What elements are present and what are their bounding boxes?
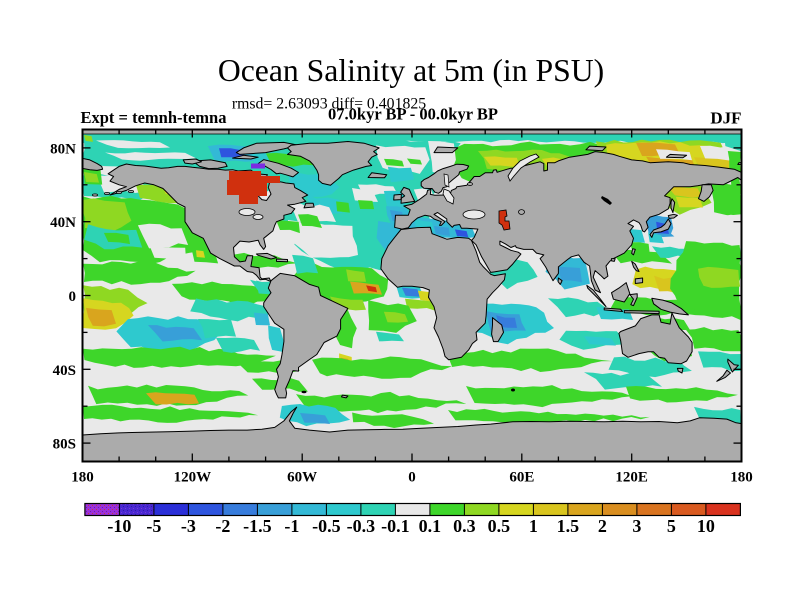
svg-text:-10: -10	[107, 516, 131, 536]
svg-text:80S: 80S	[53, 437, 76, 453]
svg-text:-1.5: -1.5	[243, 516, 272, 536]
svg-text:rmsd= 2.63093 diff= 0.401825: rmsd= 2.63093 diff= 0.401825	[232, 96, 426, 113]
svg-text:-0.5: -0.5	[312, 516, 341, 536]
svg-text:-3: -3	[181, 516, 196, 536]
svg-text:10: 10	[697, 516, 715, 536]
svg-text:-2: -2	[215, 516, 230, 536]
svg-text:40N: 40N	[50, 215, 76, 231]
svg-text:120E: 120E	[615, 470, 648, 486]
svg-text:60W: 60W	[287, 470, 317, 486]
svg-text:180: 180	[730, 470, 753, 486]
svg-text:Ocean Salinity at 5m (in PSU): Ocean Salinity at 5m (in PSU)	[218, 53, 604, 88]
svg-text:0: 0	[69, 289, 77, 305]
svg-text:120W: 120W	[174, 470, 212, 486]
svg-text:3: 3	[632, 516, 641, 536]
svg-text:0.1: 0.1	[419, 516, 442, 536]
svg-text:40S: 40S	[53, 363, 76, 379]
svg-text:2: 2	[598, 516, 607, 536]
svg-text:-1: -1	[284, 516, 299, 536]
svg-text:0.5: 0.5	[488, 516, 511, 536]
svg-text:Expt = temnh-temna: Expt = temnh-temna	[81, 108, 227, 127]
svg-text:07.0kyr BP - 00.0kyr BP: 07.0kyr BP - 00.0kyr BP	[328, 105, 498, 124]
svg-text:60E: 60E	[509, 470, 534, 486]
svg-text:-5: -5	[146, 516, 161, 536]
svg-text:80N: 80N	[50, 141, 76, 157]
svg-text:-0.1: -0.1	[381, 516, 410, 536]
svg-text:180: 180	[71, 470, 94, 486]
svg-text:1.5: 1.5	[557, 516, 580, 536]
svg-text:0.3: 0.3	[453, 516, 476, 536]
svg-text:5: 5	[667, 516, 676, 536]
svg-text:0: 0	[408, 470, 416, 486]
svg-text:-0.3: -0.3	[347, 516, 376, 536]
svg-text:DJF: DJF	[710, 109, 741, 128]
svg-text:1: 1	[529, 516, 538, 536]
